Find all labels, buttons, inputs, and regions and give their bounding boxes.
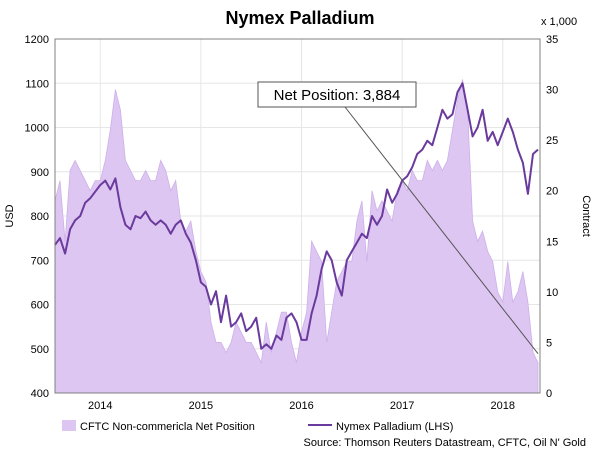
plot-frame (54, 38, 541, 394)
right-tick-label: 20 (546, 186, 558, 198)
x-tick-label: 2015 (189, 400, 213, 412)
left-tick-label: 500 (31, 344, 49, 356)
left-axis-title: USD (4, 204, 16, 227)
left-tick-label: 600 (31, 300, 49, 312)
x-tick-label: 2017 (390, 400, 414, 412)
right-axis-ticks: 0 5 10 15 20 25 30 35 (546, 34, 558, 400)
net-position-callout: Net Position: 3,884 (257, 81, 539, 355)
x-tick-label: 2014 (88, 400, 112, 412)
right-axis-unit-label: x 1,000 (541, 16, 577, 28)
right-tick-label: 15 (546, 236, 558, 248)
legend-swatch-area (62, 420, 76, 431)
callout-leader-line (344, 106, 539, 355)
source-note: Source: Thomson Reuters Datastream, CFTC… (304, 437, 587, 449)
x-tick-label: 2018 (491, 400, 515, 412)
x-tick-label: 2016 (289, 400, 313, 412)
left-tick-label: 400 (31, 388, 49, 400)
right-tick-label: 30 (546, 85, 558, 97)
chart-title: Nymex Palladium (225, 8, 374, 28)
palladium-price-line (54, 82, 539, 350)
legend-label-palladium: Nymex Palladium (LHS) (336, 421, 453, 433)
right-tick-label: 5 (546, 337, 552, 349)
left-tick-label: 1100 (25, 78, 49, 90)
callout-box (257, 81, 417, 108)
left-tick-label: 1200 (25, 34, 49, 46)
legend-label-net-position: CFTC Non-commericla Net Position (80, 421, 255, 433)
left-tick-label: 800 (31, 211, 49, 223)
left-tick-label: 700 (31, 255, 49, 267)
left-axis-ticks: 400 500 600 700 800 900 1000 1100 1200 (25, 34, 49, 400)
right-tick-label: 35 (546, 34, 558, 46)
net-position-area-layer (54, 79, 539, 394)
right-tick-label: 25 (546, 135, 558, 147)
x-axis-ticks: 2014 2015 2016 2017 2018 (88, 400, 515, 412)
right-tick-label: 0 (546, 388, 552, 400)
callout-text: Net Position: 3,884 (274, 87, 401, 104)
left-tick-label: 1000 (25, 123, 49, 135)
right-axis-title: Contract (580, 195, 592, 237)
legend: CFTC Non-commericla Net Position Nymex P… (62, 420, 453, 433)
net-position-area (54, 79, 539, 394)
left-tick-label: 900 (31, 167, 49, 179)
palladium-price-line-layer (54, 82, 539, 350)
right-tick-label: 10 (546, 287, 558, 299)
